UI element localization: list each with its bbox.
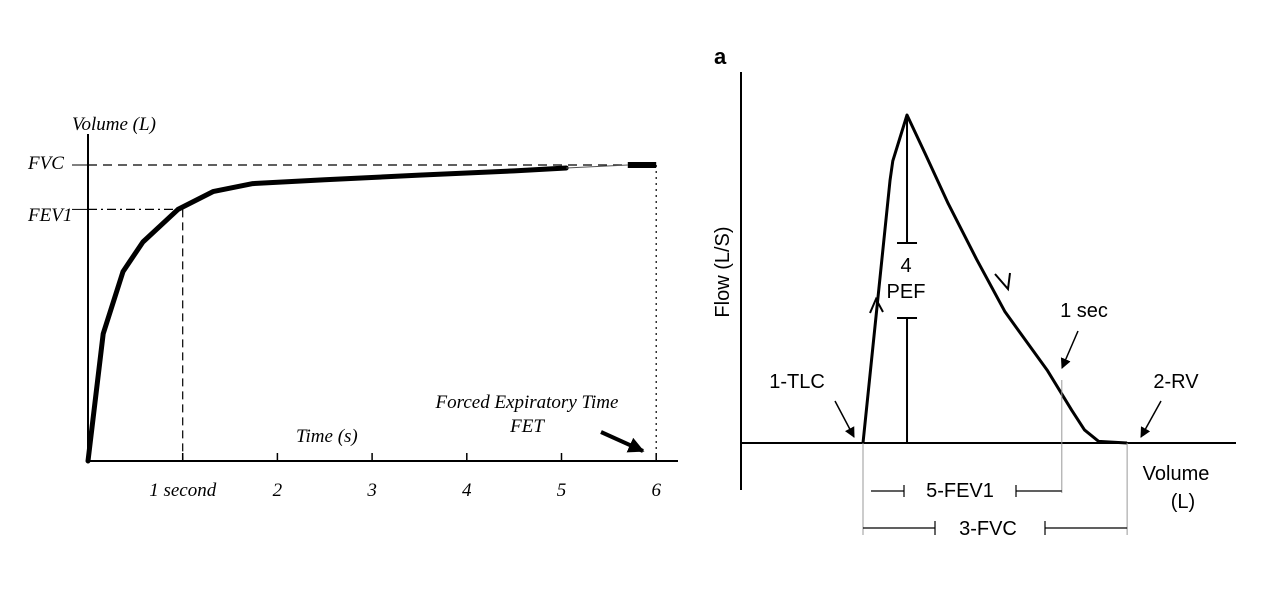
one-sec-label: 1 sec: [1060, 300, 1108, 322]
volume-time-chart: 1 second 2 3 4 5 6 Volume (L) Time (s) FVC FE…: [27, 114, 678, 501]
x-tick-label: 2: [273, 480, 283, 501]
y-axis-label: Volume (L): [72, 114, 156, 135]
fev1-label: FEV1: [27, 205, 72, 226]
flow-volume-chart: a Flow (L/S) Volume (L) 4 PEF 1-TLC 2-RV…: [712, 44, 1236, 540]
one-sec-arrow: [1060, 330, 1079, 369]
pef-number: 4: [900, 255, 911, 277]
fev1-interval-label: 5-FEV1: [926, 480, 994, 502]
x-axis-label-line2: (L): [1171, 491, 1195, 513]
tlc-arrow: [834, 400, 855, 438]
x-tick-label: 3: [366, 480, 377, 501]
rv-arrow: [1140, 400, 1162, 438]
fet-annotation-line2: FET: [509, 416, 545, 437]
downstroke-direction-arrow: [994, 272, 1011, 292]
curve-gap-line: [566, 164, 628, 169]
pef-label: PEF: [887, 281, 926, 303]
panel-label: a: [714, 44, 727, 69]
x-tick-label: 5: [557, 480, 567, 501]
fvc-interval-label: 3-FVC: [959, 518, 1017, 540]
fet-arrow: [600, 430, 645, 453]
flow-volume-curve: [861, 113, 1128, 445]
x-axis-label-line1: Volume: [1143, 463, 1210, 485]
x-tick-label: 1 second: [149, 480, 217, 501]
fet-annotation-line1: Forced Expiratory Time: [435, 392, 619, 413]
volume-curve: [85, 165, 569, 464]
x-tick-label: 4: [462, 480, 472, 501]
x-axis-label: Time (s): [296, 426, 358, 447]
tlc-label: 1-TLC: [769, 371, 825, 393]
rv-label: 2-RV: [1153, 371, 1199, 393]
fvc-label: FVC: [27, 153, 64, 174]
y-axis-label: Flow (L/S): [712, 226, 734, 317]
x-tick-label: 6: [651, 480, 661, 501]
upstroke-direction-arrow: [869, 296, 884, 314]
